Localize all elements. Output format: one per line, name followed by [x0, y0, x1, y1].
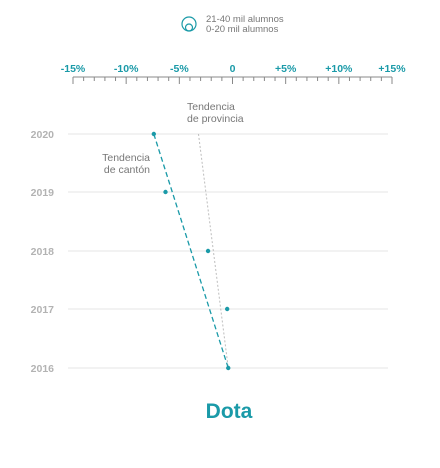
x-axis: -15% -10% -5% 0 +5% +10% +15% [61, 63, 406, 84]
x-tick-label: -10% [114, 63, 139, 75]
y-tick-label: 2017 [31, 304, 55, 316]
canton-annotation-line1: Tendencia [102, 152, 150, 164]
legend-label-small: 0-20 mil alumnos [206, 24, 279, 35]
legend-label-large: 21-40 mil alumnos [206, 14, 284, 25]
data-point [151, 131, 157, 137]
data-point [226, 365, 231, 371]
province-annotation: Tendencia de provincia [187, 101, 244, 125]
canton-trend-line [153, 133, 229, 369]
x-tick-label: +5% [275, 63, 297, 75]
x-tick-label: +10% [325, 63, 353, 75]
province-annotation-line2: de provincia [187, 113, 244, 125]
legend: 21-40 mil alumnos 0-20 mil alumnos [181, 14, 284, 35]
data-points [151, 131, 231, 371]
y-tick-label: 2016 [31, 363, 55, 375]
x-tick-label: -15% [61, 63, 86, 75]
chart-title: Dota [206, 400, 253, 423]
y-tick-label: 2019 [31, 187, 55, 199]
x-tick-label: -5% [170, 63, 189, 75]
canton-annotation-line2: de cantón [104, 164, 150, 176]
x-tick-label: 0 [230, 63, 236, 75]
y-axis: 2020 2019 2018 2017 2016 [31, 129, 55, 375]
y-tick-label: 2020 [31, 129, 55, 141]
data-point [163, 189, 168, 195]
x-tick-label: +15% [378, 63, 406, 75]
y-tick-label: 2018 [31, 246, 55, 258]
province-annotation-line1: Tendencia [187, 101, 235, 113]
canton-annotation: Tendencia de cantón [102, 152, 150, 176]
data-point [205, 248, 211, 254]
legend-circle-small-icon [184, 23, 194, 32]
province-trend-line [197, 133, 229, 369]
data-point [224, 306, 230, 312]
